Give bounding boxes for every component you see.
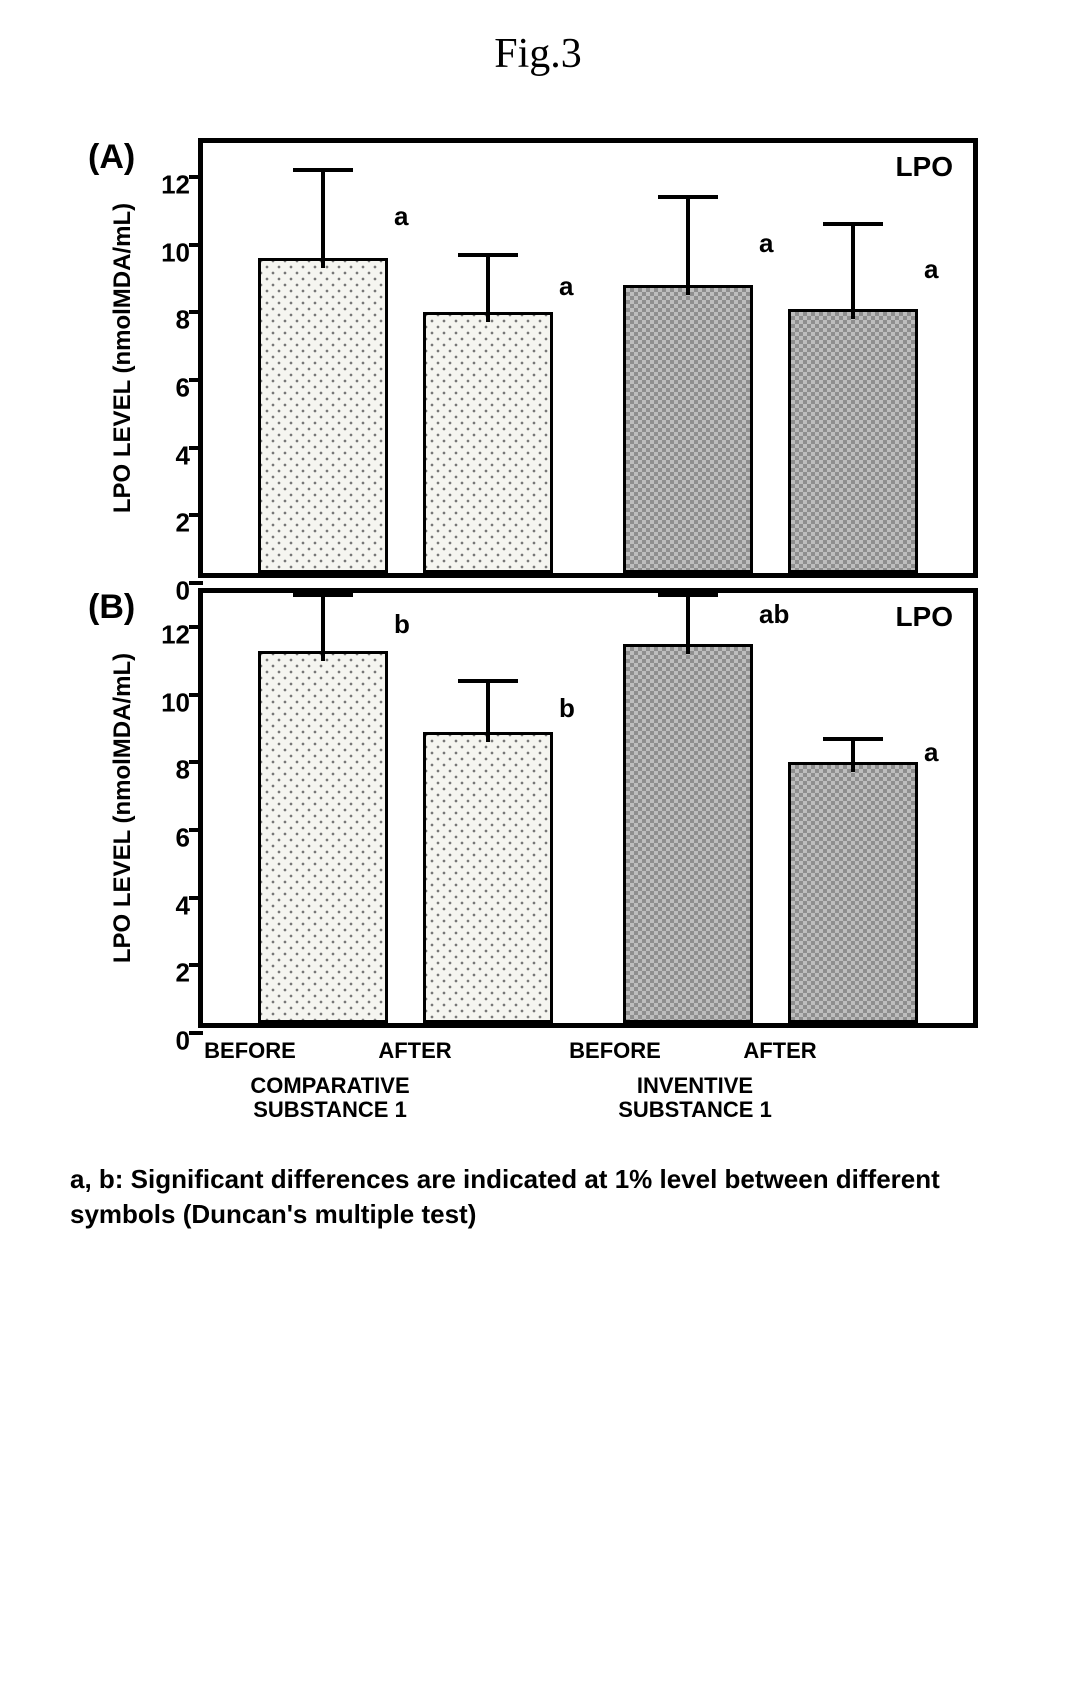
y-tick-mark: [189, 963, 203, 967]
y-tick-label: 4: [176, 440, 190, 471]
y-tick-label: 12: [161, 169, 190, 200]
significance-label: a: [924, 737, 938, 768]
error-bar-cap: [823, 222, 883, 226]
y-tick-label: 4: [176, 890, 190, 921]
corner-label: LPO: [895, 601, 953, 633]
y-tick-mark: [189, 513, 203, 517]
figure-title: Fig.3: [30, 30, 1046, 78]
bar: [788, 762, 918, 1023]
y-tick-label: 10: [161, 237, 190, 268]
significance-label: a: [394, 201, 408, 232]
y-tick-mark: [189, 175, 203, 179]
x-axis-labels-row: BEFORE AFTER BEFORE AFTER: [130, 1038, 910, 1070]
panel: (A)LPO LEVEL (nmolMDA/mL)024681012LPOaaa…: [98, 138, 978, 578]
plot-area: LPO a a a a: [198, 138, 978, 578]
x-axis-label: AFTER: [743, 1038, 816, 1064]
error-bar-cap: [293, 168, 353, 172]
y-tick-label: 2: [176, 508, 190, 539]
y-axis-label: LPO LEVEL (nmolMDA/mL): [109, 203, 137, 513]
error-bar-stem: [686, 197, 690, 295]
y-tick-label: 8: [176, 755, 190, 786]
bar: [423, 312, 553, 573]
significance-label: a: [759, 228, 773, 259]
plot-area: LPO b b ab a: [198, 588, 978, 1028]
y-tick-label: 2: [176, 958, 190, 989]
y-tick-mark: [189, 378, 203, 382]
error-bar-stem: [686, 593, 690, 654]
y-tick-label: 6: [176, 372, 190, 403]
y-tick-mark: [189, 625, 203, 629]
footnote-text: a, b: Significant differences are indica…: [70, 1162, 1006, 1232]
x-axis-label: BEFORE: [569, 1038, 661, 1064]
error-bar-cap: [658, 195, 718, 199]
error-bar-cap: [293, 593, 353, 597]
y-tick-mark: [189, 1031, 203, 1035]
panels-container: (A)LPO LEVEL (nmolMDA/mL)024681012LPOaaa…: [30, 138, 1046, 1028]
group-label: INVENTIVE SUBSTANCE 1: [565, 1074, 825, 1122]
y-tick-mark: [189, 446, 203, 450]
error-bar-cap: [823, 737, 883, 741]
group-label: COMPARATIVE SUBSTANCE 1: [200, 1074, 460, 1122]
y-tick-mark: [189, 896, 203, 900]
error-bar-stem: [486, 255, 490, 323]
y-tick-label: 10: [161, 687, 190, 718]
group-labels-row: COMPARATIVE SUBSTANCE 1 INVENTIVE SUBSTAN…: [130, 1074, 910, 1132]
error-bar-cap: [658, 593, 718, 597]
error-bar-cap: [458, 679, 518, 683]
bar: [423, 732, 553, 1023]
bar: [788, 309, 918, 573]
bar: [258, 651, 388, 1023]
bar: [258, 258, 388, 573]
y-tick-label: 12: [161, 619, 190, 650]
y-axis-label: LPO LEVEL (nmolMDA/mL): [109, 653, 137, 963]
bar: [623, 285, 753, 573]
y-tick-mark: [189, 310, 203, 314]
error-bar-stem: [851, 739, 855, 773]
error-bar-stem: [851, 224, 855, 319]
error-bar-cap: [458, 253, 518, 257]
y-tick-label: 8: [176, 305, 190, 336]
significance-label: ab: [759, 599, 789, 630]
y-tick-mark: [189, 828, 203, 832]
significance-label: a: [559, 271, 573, 302]
y-tick-mark: [189, 581, 203, 585]
error-bar-stem: [486, 681, 490, 742]
significance-label: b: [394, 609, 410, 640]
y-tick-mark: [189, 693, 203, 697]
bar: [623, 644, 753, 1023]
y-tick-label: 6: [176, 822, 190, 853]
corner-label: LPO: [895, 151, 953, 183]
panel-label: (B): [88, 588, 135, 627]
significance-label: a: [924, 254, 938, 285]
significance-label: b: [559, 693, 575, 724]
y-tick-mark: [189, 760, 203, 764]
panel-label: (A): [88, 138, 135, 177]
panel: (B)LPO LEVEL (nmolMDA/mL)024681012LPObba…: [98, 588, 978, 1028]
error-bar-stem: [321, 170, 325, 268]
x-axis-label: AFTER: [378, 1038, 451, 1064]
error-bar-stem: [321, 593, 325, 661]
x-axis-label: BEFORE: [204, 1038, 296, 1064]
y-tick-mark: [189, 243, 203, 247]
